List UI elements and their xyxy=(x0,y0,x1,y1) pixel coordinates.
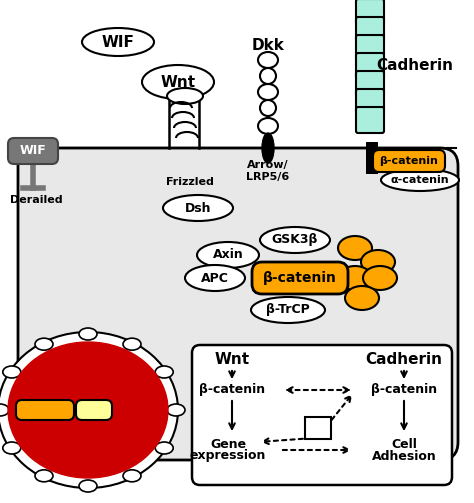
FancyBboxPatch shape xyxy=(252,262,348,294)
Text: Tcf: Tcf xyxy=(84,403,104,416)
Text: GSK3β: GSK3β xyxy=(272,233,318,246)
Ellipse shape xyxy=(3,366,21,378)
Ellipse shape xyxy=(345,286,379,310)
FancyBboxPatch shape xyxy=(305,417,331,439)
FancyBboxPatch shape xyxy=(373,150,445,172)
Text: LRP5/6: LRP5/6 xyxy=(246,172,290,182)
Ellipse shape xyxy=(262,133,274,163)
Text: β-catenin: β-catenin xyxy=(263,271,337,285)
Ellipse shape xyxy=(79,480,97,492)
Text: Dsh: Dsh xyxy=(185,202,211,214)
Ellipse shape xyxy=(163,195,233,221)
Ellipse shape xyxy=(251,297,325,323)
FancyBboxPatch shape xyxy=(356,53,384,79)
Ellipse shape xyxy=(197,242,259,268)
FancyBboxPatch shape xyxy=(356,71,384,97)
Ellipse shape xyxy=(35,470,53,482)
Text: WIF: WIF xyxy=(19,144,46,157)
Text: Arrow/: Arrow/ xyxy=(247,160,289,170)
Ellipse shape xyxy=(79,328,97,340)
Text: β-TrCP: β-TrCP xyxy=(266,303,310,316)
Ellipse shape xyxy=(167,404,185,416)
Text: α-catenin: α-catenin xyxy=(391,175,449,185)
FancyBboxPatch shape xyxy=(356,35,384,61)
FancyBboxPatch shape xyxy=(356,89,384,115)
Ellipse shape xyxy=(8,342,168,478)
Ellipse shape xyxy=(167,88,203,104)
Text: Cadherin: Cadherin xyxy=(376,57,454,72)
Ellipse shape xyxy=(260,68,276,84)
Ellipse shape xyxy=(123,470,141,482)
Ellipse shape xyxy=(363,266,397,290)
Text: WIF: WIF xyxy=(101,35,135,49)
Text: Derailed: Derailed xyxy=(9,195,62,205)
Ellipse shape xyxy=(260,100,276,116)
Text: Cadherin: Cadherin xyxy=(365,353,443,368)
Ellipse shape xyxy=(123,338,141,350)
Ellipse shape xyxy=(142,65,214,99)
Ellipse shape xyxy=(0,332,178,488)
Ellipse shape xyxy=(3,442,21,454)
Text: β-catenin: β-catenin xyxy=(371,383,437,396)
Text: expression: expression xyxy=(190,450,266,462)
Ellipse shape xyxy=(155,442,173,454)
Text: Cell: Cell xyxy=(391,438,417,451)
Text: Frizzled: Frizzled xyxy=(166,177,214,187)
Ellipse shape xyxy=(258,84,278,100)
FancyBboxPatch shape xyxy=(356,17,384,43)
Text: β-catenin: β-catenin xyxy=(380,156,438,166)
Ellipse shape xyxy=(0,404,9,416)
Ellipse shape xyxy=(258,118,278,134)
Ellipse shape xyxy=(185,265,245,291)
Ellipse shape xyxy=(35,338,53,350)
Text: β-catenin: β-catenin xyxy=(199,383,265,396)
Text: β-catenin: β-catenin xyxy=(17,405,73,415)
Ellipse shape xyxy=(82,28,154,56)
Ellipse shape xyxy=(381,169,459,191)
Text: APC: APC xyxy=(201,272,229,285)
Ellipse shape xyxy=(338,266,372,290)
FancyBboxPatch shape xyxy=(356,107,384,133)
Text: Wnt: Wnt xyxy=(214,353,250,368)
Bar xyxy=(366,142,378,174)
FancyBboxPatch shape xyxy=(8,138,58,164)
FancyBboxPatch shape xyxy=(76,400,112,420)
FancyBboxPatch shape xyxy=(16,400,74,420)
Ellipse shape xyxy=(338,236,372,260)
FancyBboxPatch shape xyxy=(356,0,384,25)
Text: Dkk: Dkk xyxy=(252,38,284,52)
FancyBboxPatch shape xyxy=(192,345,452,485)
Ellipse shape xyxy=(361,250,395,274)
Ellipse shape xyxy=(260,227,330,253)
Ellipse shape xyxy=(258,52,278,68)
FancyBboxPatch shape xyxy=(18,148,458,460)
Text: Wnt: Wnt xyxy=(160,74,196,90)
Text: Adhesion: Adhesion xyxy=(372,450,437,462)
Text: ?: ? xyxy=(314,421,322,436)
Ellipse shape xyxy=(155,366,173,378)
Text: Gene: Gene xyxy=(210,438,246,451)
Text: Axin: Axin xyxy=(213,248,243,262)
